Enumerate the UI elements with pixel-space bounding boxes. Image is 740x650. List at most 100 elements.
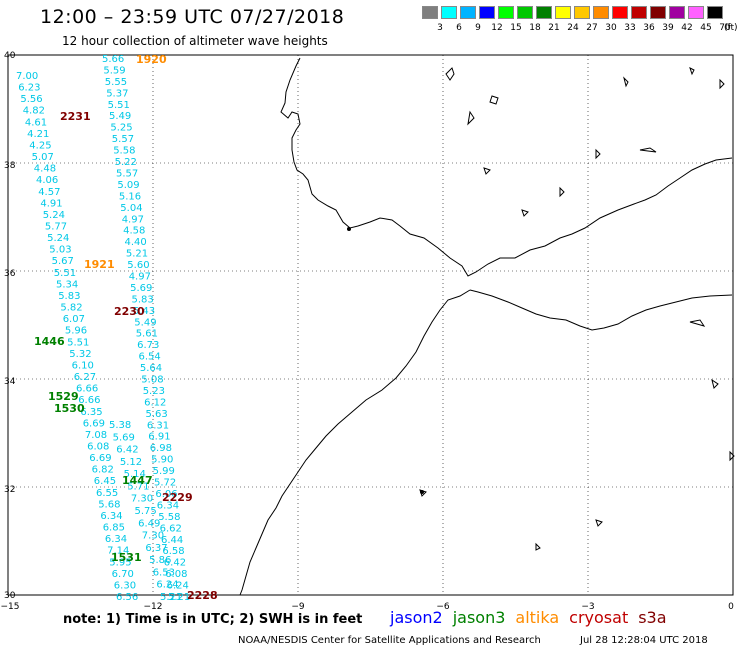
wave-height-value: 5.61 <box>136 329 158 340</box>
wave-height-value: 6.12 <box>144 397 166 408</box>
wave-height-value: 6.42 <box>164 558 186 569</box>
wave-height-value: 6.85 <box>103 523 125 534</box>
wave-height-value: 4.48 <box>34 164 56 175</box>
wave-height-value: 5.12 <box>120 457 142 468</box>
wave-height-value: 5.14 <box>124 469 146 480</box>
wave-height-value: 5.82 <box>60 303 82 314</box>
lat-tick-label: 34 <box>4 377 16 387</box>
wave-height-value: 5.67 <box>52 256 74 267</box>
wave-height-value: 6.58 <box>162 546 184 557</box>
wave-height-value: 5.58 <box>113 146 135 157</box>
wave-height-value: 7.30 <box>131 494 153 505</box>
lon-tick-label: −12 <box>144 602 163 612</box>
coastline <box>239 57 735 596</box>
wave-height-value: 6.54 <box>139 352 161 363</box>
latitude-ticks: 40 38 36 34 32 30 <box>4 51 16 601</box>
longitude-ticks: −15 −12 −9 −6 −3 0 <box>1 602 735 612</box>
wave-height-value: 6.34 <box>157 500 179 511</box>
wave-height-value: 6.44 <box>161 535 183 546</box>
wave-height-value: 5.59 <box>103 65 125 76</box>
lat-tick-label: 36 <box>4 269 16 279</box>
wave-height-value: 6.27 <box>74 372 96 383</box>
lon-tick-label: −15 <box>1 602 20 612</box>
wave-height-value: 5.99 <box>153 466 175 477</box>
pass-time-label: 1531 <box>111 551 142 564</box>
wave-height-value: 5.24 <box>47 233 69 244</box>
wave-height-value: 5.25 <box>110 123 132 134</box>
wave-height-value: 5.43 <box>133 306 155 317</box>
legend-jason3: jason3 <box>452 608 506 627</box>
chart-subtitle: 12 hour collection of altimeter wave hei… <box>62 34 328 48</box>
land-markers <box>347 227 424 494</box>
scale-swatch <box>517 6 533 19</box>
wave-height-value: 6.42 <box>116 445 138 456</box>
wave-height-value: 5.75 <box>135 506 157 517</box>
wave-height-value: 4.97 <box>129 272 151 283</box>
pass-time-label: 2228 <box>187 589 218 602</box>
wave-height-value: 6.23 <box>18 83 40 94</box>
wave-height-value: 6.24 <box>156 580 178 591</box>
wave-height-value: 6.34 <box>100 511 122 522</box>
wave-height-value: 6.49 <box>138 518 160 529</box>
wave-height-value: 5.71 <box>127 481 149 492</box>
lon-tick-label: −6 <box>436 602 450 612</box>
scale-swatch <box>441 6 457 19</box>
satellite-legend: jason2 jason3 altika cryosat s3a <box>390 608 677 627</box>
pass-time-label: 1530 <box>54 402 85 415</box>
lat-tick-label: 40 <box>4 51 16 61</box>
lon-tick-label: −3 <box>581 602 594 612</box>
wave-height-value: 6.37 <box>145 543 167 554</box>
scale-label: 27 <box>586 23 598 33</box>
scale-label: 6 <box>456 23 462 33</box>
wave-height-value: 4.61 <box>25 117 47 128</box>
wave-height-value: 5.95 <box>109 557 131 568</box>
wave-height-value: 6.98 <box>150 443 172 454</box>
scale-swatch <box>460 6 476 19</box>
wave-height-value: 5.03 <box>49 245 71 256</box>
wave-height-value: 5.69 <box>113 432 135 443</box>
lon-tick-label: −9 <box>291 602 305 612</box>
wave-height-value: 6.55 <box>96 488 118 499</box>
wave-height-value: 6.35 <box>80 407 102 418</box>
scale-label: 45 <box>700 23 712 33</box>
pass-time-label: 2229 <box>162 491 193 504</box>
wave-height-value: 7.30 <box>142 531 164 542</box>
scale-swatch <box>498 6 514 19</box>
wave-height-value: 5.66 <box>102 54 124 65</box>
wave-height-value: 5.64 <box>140 363 162 374</box>
wave-height-value: 6.70 <box>112 569 134 580</box>
wave-height-value: 6.24 <box>167 581 189 592</box>
scale-label: 21 <box>548 23 560 33</box>
wave-height-value: 6.56 <box>116 592 138 603</box>
scale-swatch <box>555 6 571 19</box>
wave-height-value: 4.91 <box>40 198 62 209</box>
footer-credit: NOAA/NESDIS Center for Satellite Applica… <box>238 635 541 646</box>
wave-height-value: 4.58 <box>123 226 145 237</box>
wave-height-value: 5.86 <box>149 555 171 566</box>
scale-swatch <box>707 6 723 19</box>
scale-label: 9 <box>475 23 481 33</box>
wave-height-value: 4.57 <box>38 187 60 198</box>
wave-height-value: 4.97 <box>122 214 144 225</box>
wave-height-value: 5.96 <box>65 326 87 337</box>
wave-height-value: 5.69 <box>130 283 152 294</box>
wave-height-value: 6.82 <box>92 465 114 476</box>
wave-height-value: 7.00 <box>16 71 38 82</box>
wave-height-value: 5.49 <box>109 111 131 122</box>
wave-height-value: 6.66 <box>76 384 98 395</box>
wave-height-value: 5.23 <box>143 386 165 397</box>
scale-swatch <box>669 6 685 19</box>
legend-jason2: jason2 <box>390 608 443 627</box>
wave-height-value: 5.56 <box>20 94 42 105</box>
pass-time-label: 2230 <box>114 305 145 318</box>
wave-height-value: 5.83 <box>132 294 154 305</box>
wave-height-value: 4.82 <box>23 106 45 117</box>
wave-height-value: 6.08 <box>87 442 109 453</box>
wave-height-value: 6.62 <box>160 523 182 534</box>
legend-altika: altika <box>515 608 560 627</box>
wave-height-value: 4.21 <box>27 129 49 140</box>
scale-label: 15 <box>510 23 522 33</box>
wave-height-value: 7.08 <box>85 430 107 441</box>
